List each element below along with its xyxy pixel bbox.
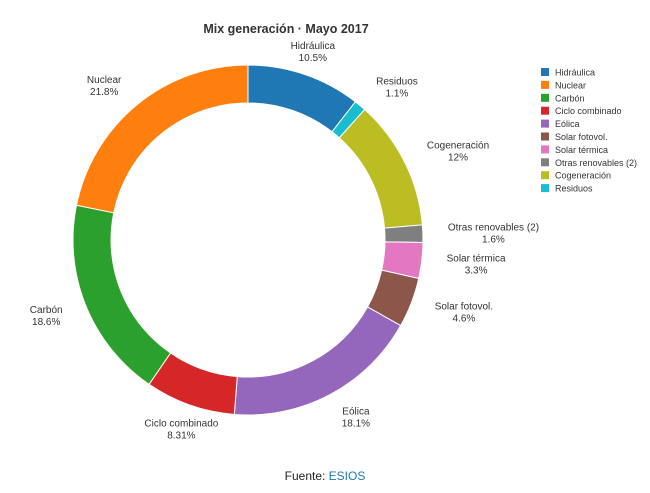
- slice-label-solar-fotovol: Solar fotovol. 4.6%: [435, 302, 493, 325]
- legend-item-cogeneracion[interactable]: Cogeneración: [541, 171, 611, 181]
- legend-item-ciclo-combinado[interactable]: Ciclo combinado: [541, 106, 622, 116]
- slice-label-residuos: Residuos 1.1%: [376, 76, 418, 99]
- legend-swatch: [541, 184, 549, 193]
- legend-label: Hidráulica: [555, 68, 595, 78]
- legend-swatch: [541, 158, 549, 167]
- slice-label-solar-termica: Solar térmica 3.3%: [447, 254, 506, 277]
- legend-item-hidraulica[interactable]: Hidráulica: [541, 68, 595, 78]
- legend-swatch: [541, 171, 549, 180]
- slice-carbon[interactable]: [72, 204, 172, 386]
- slice-cogeneracion[interactable]: [338, 108, 423, 229]
- legend-swatch: [541, 80, 549, 89]
- chart-title: Mix generación · Mayo 2017: [203, 22, 368, 36]
- slice-label-hidraulica: Hidráulica 10.5%: [291, 41, 336, 64]
- slice-eolica[interactable]: [233, 306, 402, 416]
- slice-nuclear[interactable]: [75, 64, 249, 214]
- legend-label: Otras renovables (2): [555, 158, 637, 168]
- legend-label: Carbón: [555, 93, 585, 103]
- legend-swatch: [541, 68, 549, 76]
- legend-item-solar-fotovol[interactable]: Solar fotovol.: [541, 132, 608, 142]
- slice-label-cogeneracion: Cogeneración 12%: [427, 141, 489, 164]
- legend: Hidráulica Nuclear Carbón Ciclo combinado Eó…: [541, 68, 637, 194]
- legend-item-nuclear[interactable]: Nuclear: [541, 80, 586, 90]
- slice-label-carbon: Carbón 18.6%: [30, 305, 63, 328]
- legend-label: Ciclo combinado: [555, 106, 622, 116]
- legend-label: Solar fotovol.: [555, 132, 608, 142]
- legend-item-residuos[interactable]: Residuos: [541, 184, 593, 194]
- legend-swatch: [541, 132, 549, 141]
- slice-label-otras-renovables-2: Otras renovables (2) 1.6%: [448, 223, 539, 246]
- source-prefix: Fuente:: [284, 469, 329, 483]
- slice-label-eolica: Eólica 18.1%: [342, 406, 370, 429]
- slice-labels: Hidráulica 10.5% Residuos 1.1% Cogeneración 1…: [30, 41, 539, 442]
- legend-swatch: [541, 93, 549, 102]
- source-link[interactable]: ESIOS: [328, 469, 366, 483]
- legend-label: Nuclear: [555, 80, 586, 90]
- legend-item-otras-renovables-2[interactable]: Otras renovables (2): [541, 158, 637, 168]
- legend-swatch: [541, 145, 549, 154]
- legend-label: Residuos: [555, 184, 593, 194]
- legend-label: Cogeneración: [555, 171, 611, 181]
- legend-item-solar-termica[interactable]: Solar térmica: [541, 145, 608, 155]
- donut-slices: [72, 64, 424, 416]
- slice-label-nuclear: Nuclear 21.8%: [87, 75, 122, 98]
- legend-label: Solar térmica: [555, 145, 608, 155]
- legend-swatch: [541, 106, 549, 115]
- legend-item-carbon[interactable]: Carbón: [541, 93, 585, 103]
- legend-item-eolica[interactable]: Eólica: [541, 119, 580, 129]
- slice-otras-renovables-2[interactable]: [383, 224, 424, 243]
- legend-label: Eólica: [555, 119, 580, 129]
- slice-label-ciclo-combinado: Ciclo combinado 8.31%: [144, 419, 218, 442]
- source-line: Fuente: ESIOS: [0, 469, 650, 483]
- legend-swatch: [541, 119, 549, 128]
